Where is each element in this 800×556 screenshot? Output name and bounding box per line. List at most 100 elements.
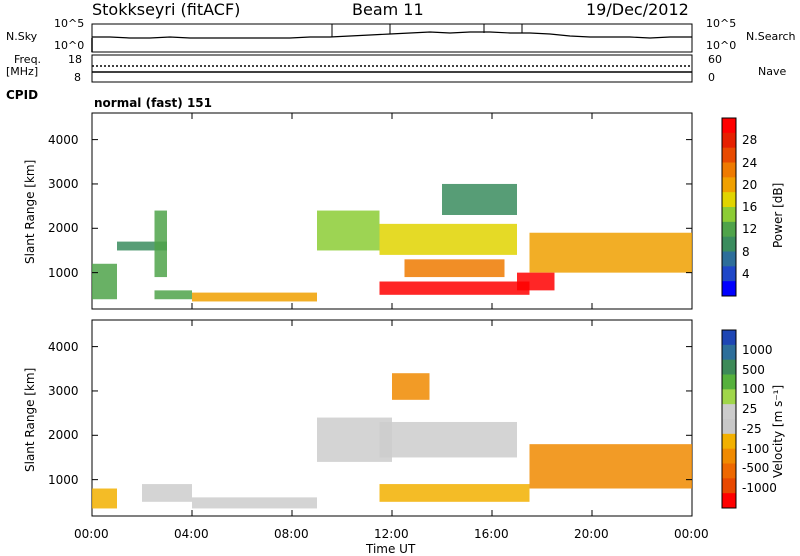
search-noise-tick-bottom: 10^0 — [706, 39, 737, 52]
x-tick-label: 04:00 — [174, 527, 209, 541]
power-colorbar-swatch — [722, 118, 736, 134]
velocity-colorbar-swatch — [722, 404, 736, 420]
velocity-colorbar-swatch — [722, 448, 736, 464]
y-axis-ticks — [92, 139, 692, 481]
noise-trace — [92, 31, 692, 39]
search-noise-label: N.Search — [746, 30, 796, 43]
search-noise-tick-top: 10^5 — [706, 17, 737, 30]
station-title: Stokkseyri (fitACF) — [92, 0, 241, 19]
power-panel-frame — [91, 112, 693, 310]
power-colorbar-swatch — [722, 207, 736, 223]
velocity-colorbar-swatch — [722, 463, 736, 479]
velocity-colorbar-swatch — [722, 493, 736, 509]
power-colorbar-swatch — [722, 162, 736, 178]
heatmap-cell — [154, 290, 192, 300]
power-colorbar-tick-label: 20 — [742, 177, 758, 192]
beam-title: Beam 11 — [352, 0, 424, 19]
velocity-y-tick-label: 1000 — [48, 472, 79, 487]
power-colorbar-swatch — [722, 132, 736, 149]
power-colorbar-swatch — [722, 221, 736, 238]
x-tick-label: 08:00 — [274, 527, 309, 541]
date-title: 19/Dec/2012 — [586, 0, 689, 19]
power-colorbar-tick-label: 16 — [742, 200, 758, 214]
velocity-colorbar-swatch — [722, 330, 736, 346]
x-tick-label: 20:00 — [574, 527, 609, 541]
heatmap-cell — [142, 484, 192, 502]
sky-noise-tick-top: 10^5 — [54, 17, 85, 30]
velocity-colorbar-title: Velocity [m s⁻¹] — [771, 384, 785, 478]
freq-panel-frame — [91, 54, 693, 83]
power-y-tick-label: 3000 — [48, 176, 79, 191]
power-colorbar-swatch — [722, 177, 736, 193]
velocity-colorbar-tick-label: 1000 — [742, 342, 773, 357]
velocity-y-tick-label: 4000 — [48, 339, 79, 354]
power-heatmap — [92, 183, 692, 302]
freq-unit-label: [MHz] — [6, 65, 39, 78]
power-colorbar-tick-label: 4 — [742, 266, 750, 281]
velocity-colorbar-swatch — [722, 433, 736, 450]
x-tick-label: 12:00 — [374, 527, 409, 541]
power-colorbar-swatch — [722, 147, 736, 163]
x-axis-label: Time UT — [366, 542, 416, 556]
heatmap-cell — [529, 444, 692, 489]
heatmap-cell — [529, 232, 692, 273]
velocity-colorbar-swatch — [722, 359, 736, 375]
velocity-ylabel: Slant Range [km] — [23, 367, 37, 472]
velocity-colorbar-tick-label: 25 — [742, 402, 758, 417]
power-colorbar-title: Power [dB] — [771, 182, 785, 248]
velocity-y-tick-label: 2000 — [48, 428, 79, 443]
power-colorbar-swatch — [722, 192, 736, 208]
nave-label: Nave — [758, 65, 787, 78]
power-y-tick-label: 2000 — [48, 221, 79, 236]
cpid-label: CPID — [6, 88, 39, 102]
heatmap-cell — [192, 292, 317, 302]
sky-noise-tick-bottom: 10^0 — [54, 39, 85, 52]
heatmap-cell — [192, 497, 317, 509]
sky-noise-label: N.Sky — [6, 30, 38, 43]
velocity-colorbar-tick-label: -25 — [742, 421, 762, 436]
heatmap-cell — [379, 421, 517, 458]
velocity-colorbar-swatch — [722, 419, 736, 435]
velocity-heatmap — [92, 373, 692, 509]
velocity-colorbar-tick-label: 500 — [742, 362, 765, 377]
heatmap-cell — [379, 223, 517, 255]
velocity-colorbar-swatch — [722, 374, 736, 390]
velocity-colorbar-swatch — [722, 478, 736, 494]
power-ylabel: Slant Range [km] — [23, 159, 37, 264]
freq-tick-top: 18 — [68, 53, 82, 66]
x-tick-label: 00:00 — [74, 527, 109, 541]
freq-tick-bottom: 8 — [74, 71, 81, 84]
velocity-y-tick-label: 3000 — [48, 383, 79, 398]
x-tick-label: 00:00 — [674, 527, 709, 541]
velocity-colorbar-tick-label: -100 — [742, 441, 770, 456]
cpid-mode-text: normal (fast) 151 — [94, 96, 212, 110]
power-colorbar-tick-label: 12 — [742, 222, 758, 237]
power-y-tick-label: 1000 — [48, 265, 79, 280]
power-colorbar-swatch — [722, 281, 736, 297]
heatmap-cell — [517, 272, 555, 291]
velocity-colorbar-frame — [721, 329, 737, 509]
power-colorbar-swatch — [722, 251, 736, 267]
heatmap-cell — [154, 210, 167, 278]
heatmap-cell — [404, 259, 505, 278]
velocity-colorbar-swatch — [722, 389, 736, 405]
heatmap-cell — [117, 241, 167, 251]
heatmap-cell — [379, 484, 530, 502]
heatmap-cell — [92, 263, 117, 300]
velocity-colorbar-tick-label: -500 — [742, 461, 770, 476]
x-tick-label: 16:00 — [474, 527, 509, 541]
power-y-tick-label: 4000 — [48, 132, 79, 147]
power-colorbar-swatch — [722, 236, 736, 252]
velocity-colorbar-tick-label: -1000 — [742, 481, 777, 496]
heatmap-cell — [317, 210, 380, 251]
power-colorbar-tick-label: 8 — [742, 244, 750, 259]
power-colorbar-tick-label: 28 — [742, 133, 758, 148]
velocity-colorbar — [721, 329, 737, 509]
velocity-colorbar-swatch — [722, 344, 736, 361]
nave-tick-bottom: 0 — [708, 71, 715, 84]
x-axis-ticks — [91, 113, 693, 516]
heatmap-cell — [392, 373, 430, 400]
power-colorbar-tick-label: 24 — [742, 155, 758, 170]
heatmap-cell — [442, 183, 517, 215]
